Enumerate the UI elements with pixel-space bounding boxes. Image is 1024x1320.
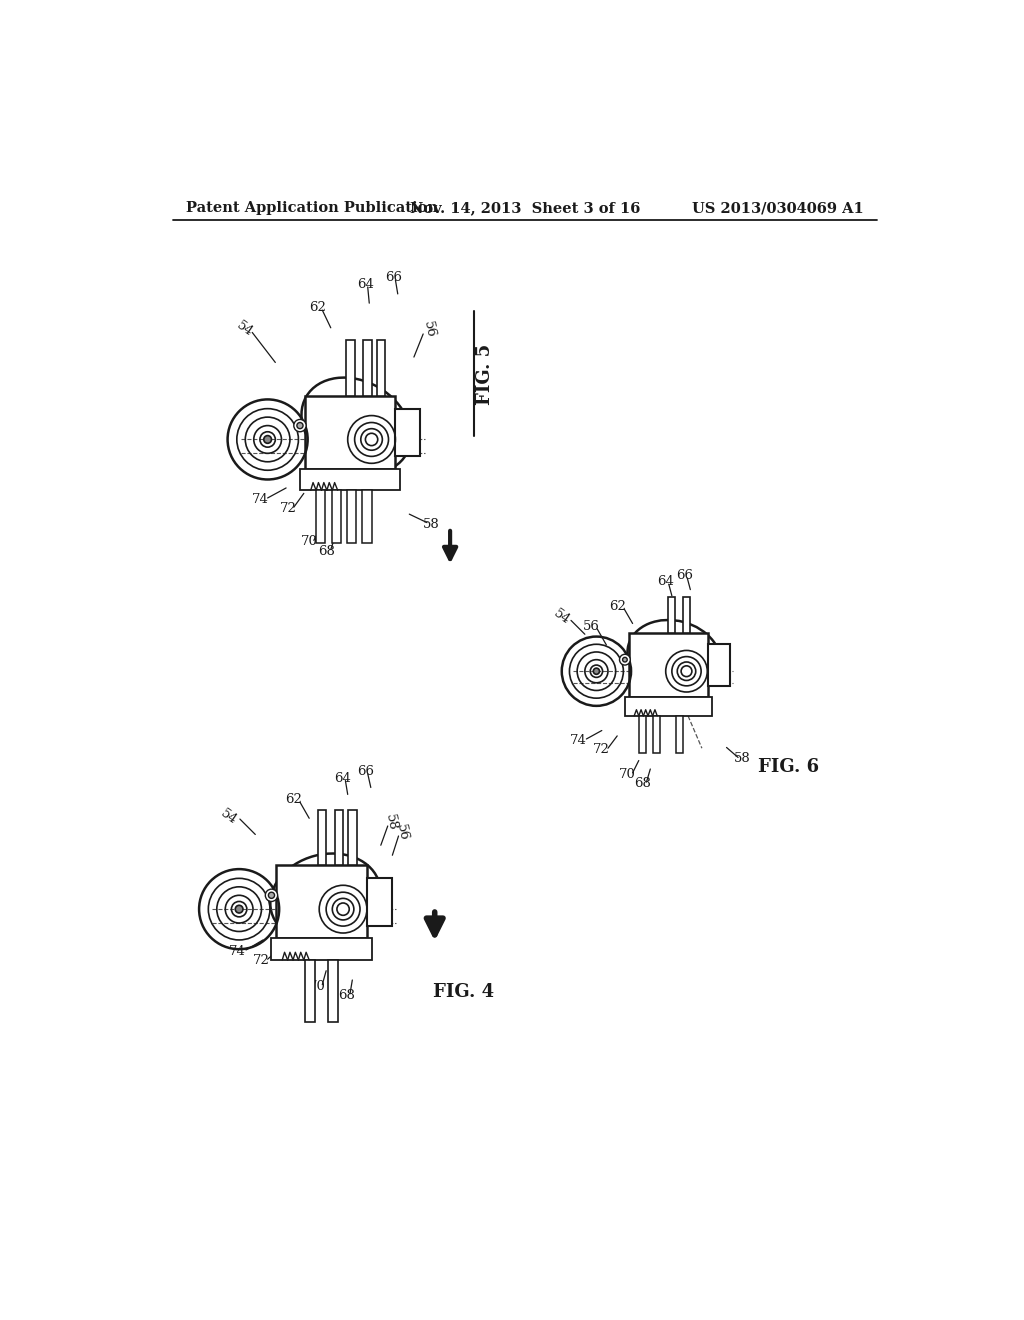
Text: 72: 72 bbox=[593, 743, 610, 756]
Bar bbox=[364, 341, 372, 396]
Bar bbox=[362, 490, 372, 543]
Text: FIG. 6: FIG. 6 bbox=[759, 758, 819, 776]
Text: 56: 56 bbox=[583, 620, 599, 634]
Text: 74: 74 bbox=[570, 734, 587, 747]
Text: 70: 70 bbox=[309, 979, 326, 993]
Text: 66: 66 bbox=[677, 569, 693, 582]
Bar bbox=[676, 715, 683, 752]
Circle shape bbox=[265, 890, 278, 902]
Bar bbox=[347, 490, 356, 543]
Text: 56: 56 bbox=[421, 319, 437, 339]
Text: 58: 58 bbox=[383, 813, 399, 832]
Circle shape bbox=[264, 436, 271, 444]
Text: 68: 68 bbox=[338, 989, 354, 1002]
Text: 66: 66 bbox=[385, 271, 402, 284]
Bar bbox=[335, 810, 343, 866]
Bar bbox=[683, 597, 690, 634]
Text: 54: 54 bbox=[233, 319, 255, 339]
Text: 72: 72 bbox=[253, 954, 270, 968]
Text: Nov. 14, 2013  Sheet 3 of 16: Nov. 14, 2013 Sheet 3 of 16 bbox=[410, 202, 640, 215]
Text: 72: 72 bbox=[280, 502, 297, 515]
Bar bbox=[304, 396, 395, 469]
Text: 62: 62 bbox=[309, 301, 326, 314]
Bar bbox=[328, 960, 339, 1022]
Circle shape bbox=[593, 668, 599, 675]
Text: 54: 54 bbox=[551, 607, 572, 627]
Circle shape bbox=[294, 420, 306, 432]
Bar bbox=[276, 866, 367, 939]
Circle shape bbox=[268, 892, 274, 899]
Text: US 2013/0304069 A1: US 2013/0304069 A1 bbox=[692, 202, 863, 215]
Text: 54: 54 bbox=[218, 807, 240, 826]
Bar bbox=[629, 634, 708, 697]
Bar bbox=[668, 597, 675, 634]
Text: 68: 68 bbox=[318, 545, 335, 557]
Bar bbox=[652, 715, 660, 752]
Text: 68: 68 bbox=[634, 777, 651, 791]
Circle shape bbox=[620, 655, 631, 665]
Bar bbox=[708, 644, 730, 686]
Circle shape bbox=[297, 422, 303, 429]
Bar bbox=[625, 697, 712, 715]
Bar bbox=[348, 810, 357, 866]
Bar bbox=[317, 810, 326, 866]
Text: 56: 56 bbox=[393, 822, 410, 842]
Bar bbox=[300, 469, 400, 490]
Text: 74: 74 bbox=[228, 945, 246, 958]
Bar bbox=[639, 715, 646, 752]
Text: 74: 74 bbox=[252, 492, 268, 506]
Text: 64: 64 bbox=[334, 772, 351, 785]
Bar bbox=[271, 939, 372, 960]
Text: 58: 58 bbox=[734, 752, 751, 766]
Text: 66: 66 bbox=[357, 764, 374, 777]
Text: 64: 64 bbox=[357, 279, 374, 292]
Text: Patent Application Publication: Patent Application Publication bbox=[186, 202, 438, 215]
Text: 58: 58 bbox=[423, 517, 439, 531]
Bar bbox=[367, 878, 391, 927]
Text: 62: 62 bbox=[608, 601, 626, 612]
Text: 64: 64 bbox=[657, 576, 674, 589]
Text: 62: 62 bbox=[286, 793, 302, 807]
Bar bbox=[346, 341, 354, 396]
Bar bbox=[304, 960, 315, 1022]
Circle shape bbox=[236, 906, 243, 913]
Circle shape bbox=[623, 657, 628, 663]
Text: 70: 70 bbox=[301, 536, 317, 548]
Text: 70: 70 bbox=[618, 768, 636, 781]
Text: FIG. 4: FIG. 4 bbox=[432, 982, 494, 1001]
Bar bbox=[316, 490, 326, 543]
Text: FIG. 5: FIG. 5 bbox=[475, 343, 494, 405]
Bar bbox=[332, 490, 341, 543]
Bar bbox=[377, 341, 385, 396]
Bar bbox=[395, 409, 420, 457]
